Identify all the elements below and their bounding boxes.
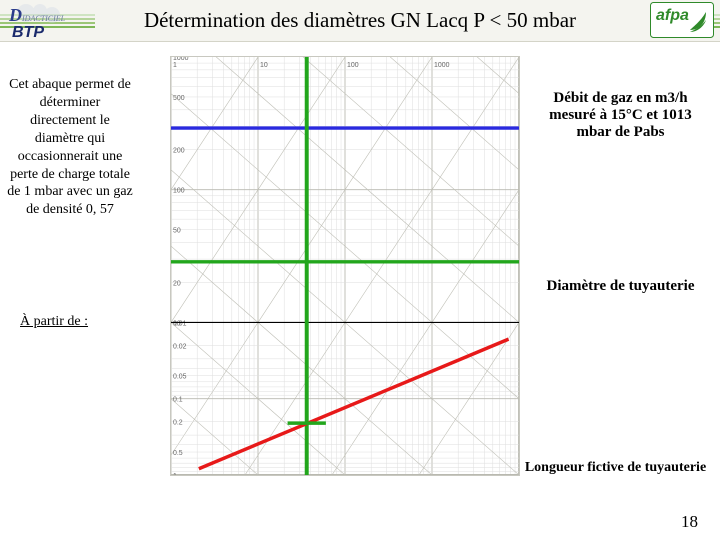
logo-didacticiel-btp: D IDACTICIEL BTP xyxy=(6,1,74,41)
nomograph-chart: 10205010020050010000.010.020.050.10.20.5… xyxy=(170,56,520,476)
left-description: Cet abaque permet de déterminer directem… xyxy=(6,76,134,219)
caption-flow: Débit de gaz en m3/h mesuré à 15°C et 10… xyxy=(533,90,708,141)
svg-text:50: 50 xyxy=(173,228,181,235)
svg-text:20: 20 xyxy=(173,280,181,287)
svg-text:500: 500 xyxy=(173,95,185,102)
svg-text:1: 1 xyxy=(173,473,177,475)
logo-left-letter: D xyxy=(8,5,22,25)
svg-text:100: 100 xyxy=(173,188,185,195)
from-label: À partir de : xyxy=(20,314,88,330)
slide-root: D IDACTICIEL BTP Détermination des diamè… xyxy=(0,0,720,540)
svg-text:10: 10 xyxy=(260,62,268,69)
svg-text:0.02: 0.02 xyxy=(173,343,187,350)
caption-length: Longueur fictive de tuyauterie xyxy=(523,460,708,476)
svg-text:1000: 1000 xyxy=(434,62,450,69)
svg-text:0.05: 0.05 xyxy=(173,374,187,381)
svg-text:0.1: 0.1 xyxy=(173,397,183,404)
svg-text:0.2: 0.2 xyxy=(173,420,183,427)
slide-title: Détermination des diamètres GN Lacq P < … xyxy=(0,8,720,33)
svg-text:0.5: 0.5 xyxy=(173,450,183,457)
svg-text:afpa: afpa xyxy=(656,7,689,24)
logo-left-btp: BTP xyxy=(12,24,44,41)
logo-afpa: afpa xyxy=(650,2,714,38)
svg-text:1: 1 xyxy=(173,62,177,69)
svg-text:200: 200 xyxy=(173,148,185,155)
slide-header: D IDACTICIEL BTP Détermination des diamè… xyxy=(0,0,720,42)
logo-left-sub: IDACTICIEL xyxy=(21,14,66,23)
caption-diameter: Diamètre de tuyauterie xyxy=(533,278,708,295)
page-number: 18 xyxy=(681,512,698,532)
svg-text:100: 100 xyxy=(347,62,359,69)
